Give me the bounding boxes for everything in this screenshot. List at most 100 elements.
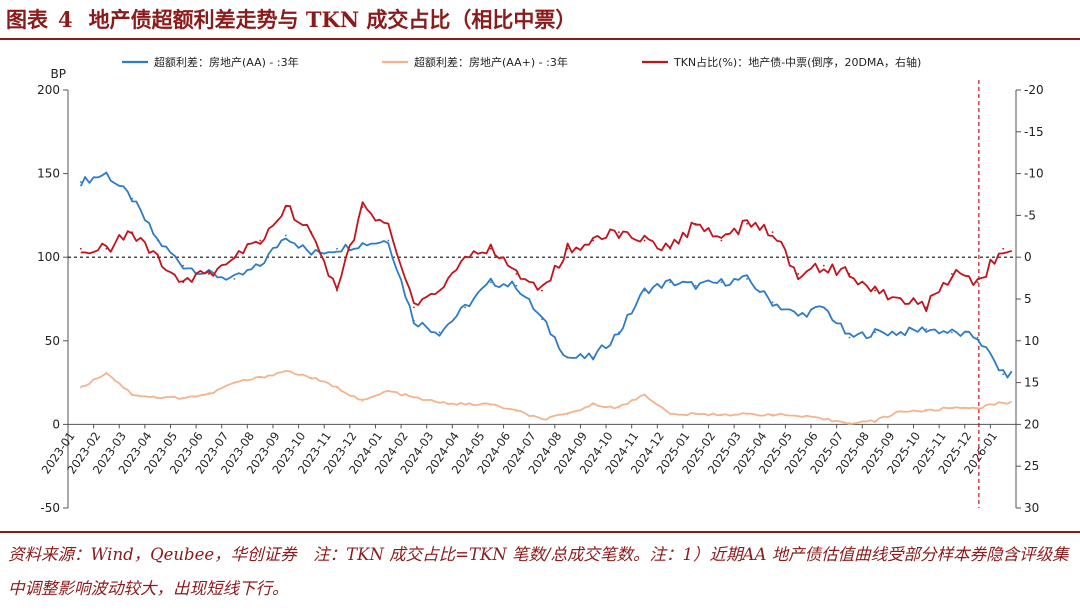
chart-title: 图表 4 地产债超额利差走势与 TKN 成交占比（相比中票） xyxy=(6,4,576,36)
series-0-point xyxy=(464,306,466,309)
series-2-point xyxy=(951,273,953,275)
series-1-point xyxy=(592,403,595,406)
left-tick-label: -50 xyxy=(40,501,60,515)
series-2-point xyxy=(182,281,185,284)
series-0-point xyxy=(925,328,928,330)
source-note: 资料来源：Wind，Qeubee，华创证券 注：TKN 成交占比=TKN 笔数/… xyxy=(8,545,1069,598)
series-2-point xyxy=(259,239,262,242)
series-2-point xyxy=(310,231,313,234)
series-0-point xyxy=(387,239,390,242)
series-2-point xyxy=(208,273,210,275)
series-0-point xyxy=(310,253,313,255)
series-1-point xyxy=(438,401,441,404)
series-2-point xyxy=(515,273,518,275)
series-0-point xyxy=(669,281,671,284)
series-0-point xyxy=(438,331,441,334)
series-0-point xyxy=(899,331,902,334)
series-2-line xyxy=(80,201,1012,313)
source-rule xyxy=(0,531,1080,533)
series-1-point xyxy=(387,390,390,392)
right-tick-label: 15 xyxy=(1024,376,1039,390)
series-0-point xyxy=(874,331,876,334)
series-2-point xyxy=(1002,247,1005,250)
series-1-point xyxy=(105,371,108,374)
series-2-point xyxy=(848,273,851,275)
series-2-point xyxy=(822,264,825,267)
series-1-point xyxy=(720,413,723,416)
series-2-point xyxy=(874,289,876,292)
series-0-line xyxy=(79,171,1013,379)
series-1-point xyxy=(79,386,82,389)
series-0-point xyxy=(694,284,697,287)
series-0-point xyxy=(1002,373,1005,376)
legend-label-1: 超额利差：房地产(AA+) - :3年 xyxy=(414,55,568,69)
series-2-point xyxy=(899,298,902,300)
series-1-point xyxy=(925,410,928,412)
series-1-point xyxy=(566,413,569,416)
series-1-point xyxy=(310,376,313,379)
series-0-point xyxy=(618,331,620,334)
series-1-point xyxy=(746,413,748,416)
figure-title-text: 地产债超额利差走势与 TKN 成交占比（相比中票） xyxy=(88,7,577,32)
left-tick-label: 50 xyxy=(45,334,60,348)
series-0-point xyxy=(592,356,595,359)
series-0-point xyxy=(771,301,774,304)
series-2-point xyxy=(541,289,543,292)
series-0-point xyxy=(746,278,748,280)
series-0-point xyxy=(361,242,364,245)
series-2-point xyxy=(669,247,671,250)
series-1-point xyxy=(771,413,774,416)
series-2-point xyxy=(720,239,723,242)
series-1-point xyxy=(413,396,415,399)
series-0-point xyxy=(566,356,569,359)
series-1-point xyxy=(848,421,851,424)
series-1-group xyxy=(79,370,1013,425)
right-tick-label: -20 xyxy=(1024,83,1044,97)
right-tick-label: 0 xyxy=(1024,250,1032,264)
series-0-point xyxy=(336,247,338,250)
series-2-point xyxy=(361,206,364,208)
series-0-point xyxy=(413,319,415,322)
series-2-point xyxy=(797,273,800,275)
series-2-point xyxy=(438,289,441,292)
series-1-point xyxy=(874,420,876,422)
series-0-point xyxy=(720,281,723,284)
series-1-point xyxy=(464,403,466,406)
series-1-point xyxy=(951,406,953,409)
series-0-point xyxy=(259,264,262,267)
series-2-point xyxy=(566,247,569,250)
series-0-point xyxy=(822,306,825,309)
series-0-point xyxy=(541,318,543,320)
right-tick-label: 10 xyxy=(1024,334,1039,348)
left-tick-label: 150 xyxy=(37,167,60,181)
series-2-point xyxy=(131,231,134,234)
series-0-point xyxy=(515,284,518,287)
series-2-point xyxy=(746,222,748,225)
series-0-point xyxy=(951,331,953,334)
series-1-point xyxy=(669,413,671,416)
series-1-point xyxy=(541,418,543,421)
legend-label-0: 超额利差：房地产(AA) - :3年 xyxy=(154,55,299,69)
left-tick-label: 100 xyxy=(37,250,60,264)
series-2-point xyxy=(976,281,979,284)
left-tick-label: 0 xyxy=(52,417,60,431)
series-1-point xyxy=(489,403,492,406)
series-2-point xyxy=(284,206,287,208)
series-2-point xyxy=(592,239,595,242)
series-2-point xyxy=(233,256,236,259)
title-rule xyxy=(0,38,1080,40)
series-1-point xyxy=(361,400,364,402)
series-1-point xyxy=(976,406,979,409)
series-0-point xyxy=(848,336,851,339)
series-1-point xyxy=(797,415,800,417)
series-0-point xyxy=(489,281,492,284)
right-tick-label: 20 xyxy=(1024,417,1039,431)
legend-label-2: TKN占比(%)：地产债-中票(倒序，20DMA，右轴) xyxy=(673,55,921,69)
series-0-point xyxy=(284,234,287,237)
series-0-point xyxy=(131,197,134,200)
series-2-point xyxy=(694,222,697,225)
series-0-point xyxy=(976,336,979,339)
series-0-point xyxy=(643,289,646,292)
series-0-point xyxy=(156,239,159,242)
series-1-point xyxy=(618,406,620,409)
